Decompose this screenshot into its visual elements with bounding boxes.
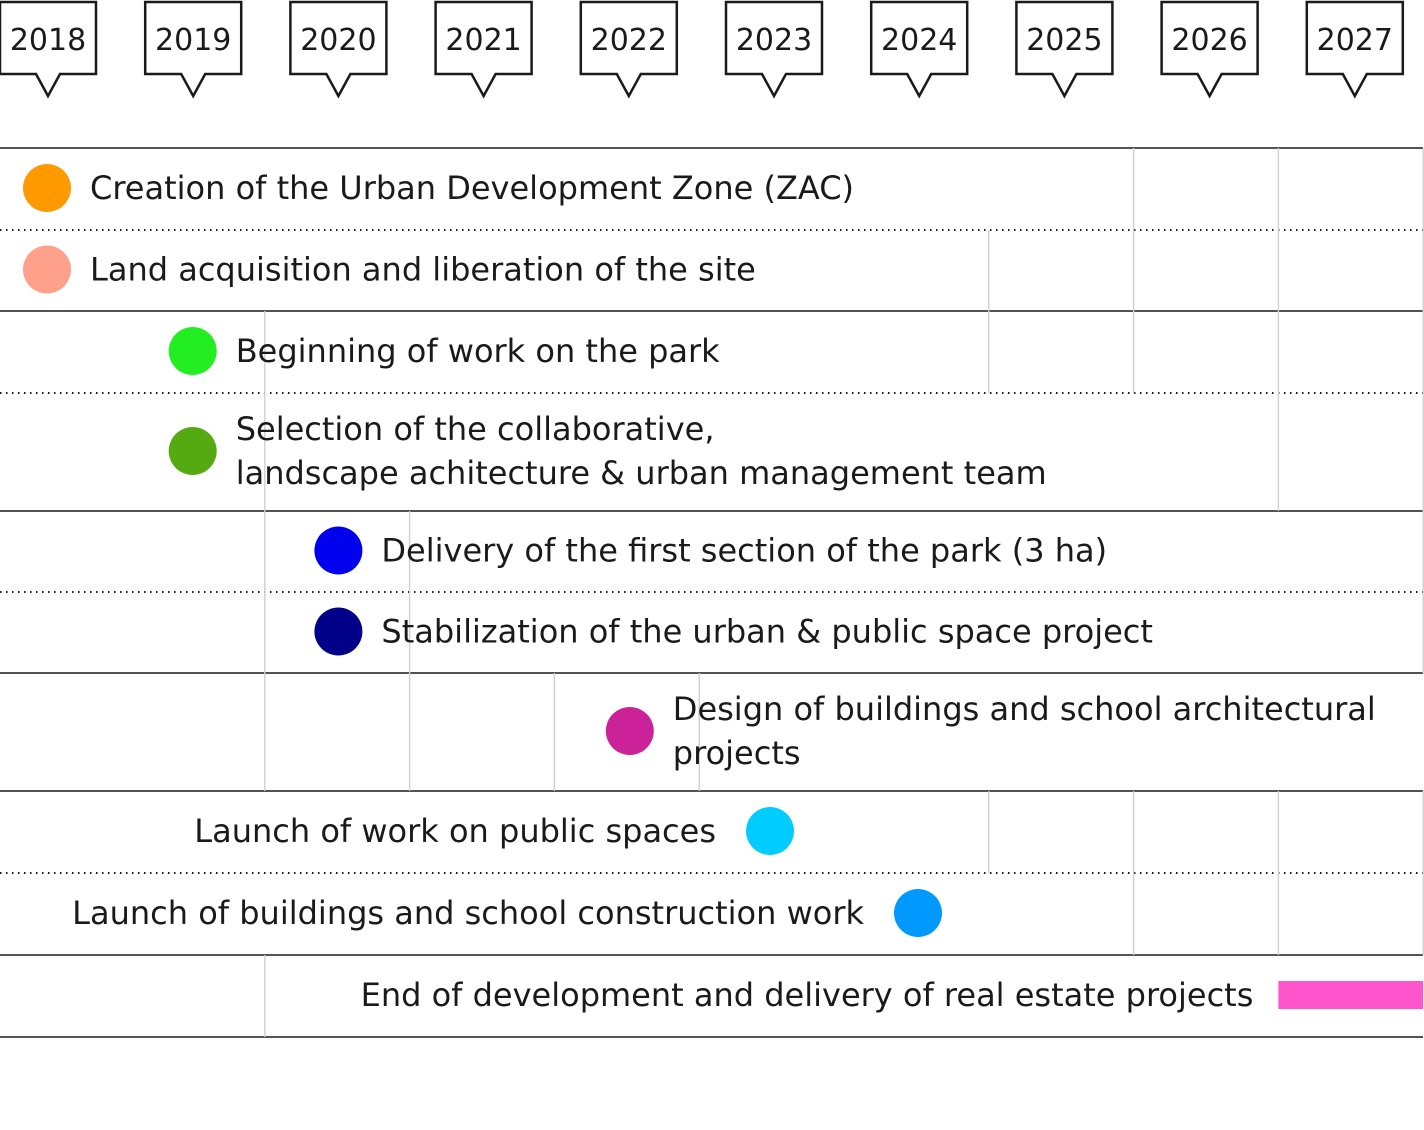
- event-rows: Creation of the Urban Development Zone (…: [23, 164, 1423, 1014]
- event-label: Delivery of the first section of the par…: [381, 532, 1107, 570]
- event-row: Creation of the Urban Development Zone (…: [23, 164, 854, 212]
- year-marker-2026: [1160, 0, 1259, 99]
- event-dot: [894, 889, 942, 937]
- event-bar: [1278, 981, 1423, 1009]
- event-label: Design of buildings and school architect…: [673, 690, 1376, 728]
- event-row: Land acquisition and liberation of the s…: [23, 245, 756, 294]
- event-row: Stabilization of the urban & public spac…: [314, 607, 1153, 656]
- year-axis: 2018 2019 2020 2021 2022 2023 2024 2025 2026 2027: [0, 0, 1405, 99]
- event-row: Launch of buildings and school construct…: [72, 889, 942, 937]
- year-marker-2027: [1305, 0, 1405, 99]
- event-dot: [23, 245, 71, 294]
- year-label-2022: 2022: [591, 23, 667, 58]
- event-dot: [23, 164, 71, 212]
- year-marker-2019: [143, 0, 243, 99]
- event-dot: [314, 607, 363, 656]
- event-row: Beginning of work on the park: [168, 327, 720, 375]
- year-marker-2020: [289, 0, 388, 99]
- event-label: Launch of work on public spaces: [194, 812, 716, 850]
- event-dot: [314, 526, 363, 575]
- year-label-2025: 2025: [1026, 23, 1102, 58]
- year-marker-2018: [0, 0, 98, 99]
- event-dot: [746, 807, 794, 855]
- year-label-2021: 2021: [445, 23, 521, 58]
- event-label: Stabilization of the urban & public spac…: [381, 613, 1153, 651]
- event-label: Creation of the Urban Development Zone (…: [90, 169, 854, 207]
- event-label: Launch of buildings and school construct…: [72, 894, 864, 932]
- event-dot: [168, 327, 217, 375]
- year-label-2020: 2020: [300, 23, 376, 58]
- event-label: landscape achitecture & urban management…: [236, 454, 1047, 492]
- year-marker-2021: [434, 0, 533, 99]
- timeline-grid: [0, 147, 1424, 1038]
- event-label: Selection of the collaborative,: [236, 410, 715, 448]
- year-marker-2023: [724, 0, 824, 99]
- year-label-2019: 2019: [155, 23, 231, 58]
- year-label-2027: 2027: [1317, 23, 1393, 58]
- year-marker-2024: [869, 0, 969, 99]
- event-dot: [168, 427, 217, 475]
- event-label: Beginning of work on the park: [236, 332, 720, 370]
- event-row: Selection of the collaborative, landscape…: [168, 410, 1047, 492]
- year-marker-2022: [579, 0, 679, 99]
- year-label-2024: 2024: [881, 23, 957, 58]
- event-label: Land acquisition and liberation of the s…: [90, 251, 756, 289]
- event-row: End of development and delivery of real …: [361, 976, 1423, 1014]
- event-row: Delivery of the first section of the par…: [314, 526, 1107, 575]
- event-label: projects: [673, 734, 801, 772]
- event-dot: [605, 707, 654, 755]
- year-marker-2025: [1015, 0, 1114, 99]
- event-row: Design of buildings and school architect…: [605, 690, 1376, 772]
- event-row: Launch of work on public spaces: [194, 807, 794, 855]
- year-label-2026: 2026: [1171, 23, 1247, 58]
- year-label-2023: 2023: [736, 23, 812, 58]
- event-label: End of development and delivery of real …: [361, 976, 1254, 1014]
- year-label-2018: 2018: [10, 23, 86, 58]
